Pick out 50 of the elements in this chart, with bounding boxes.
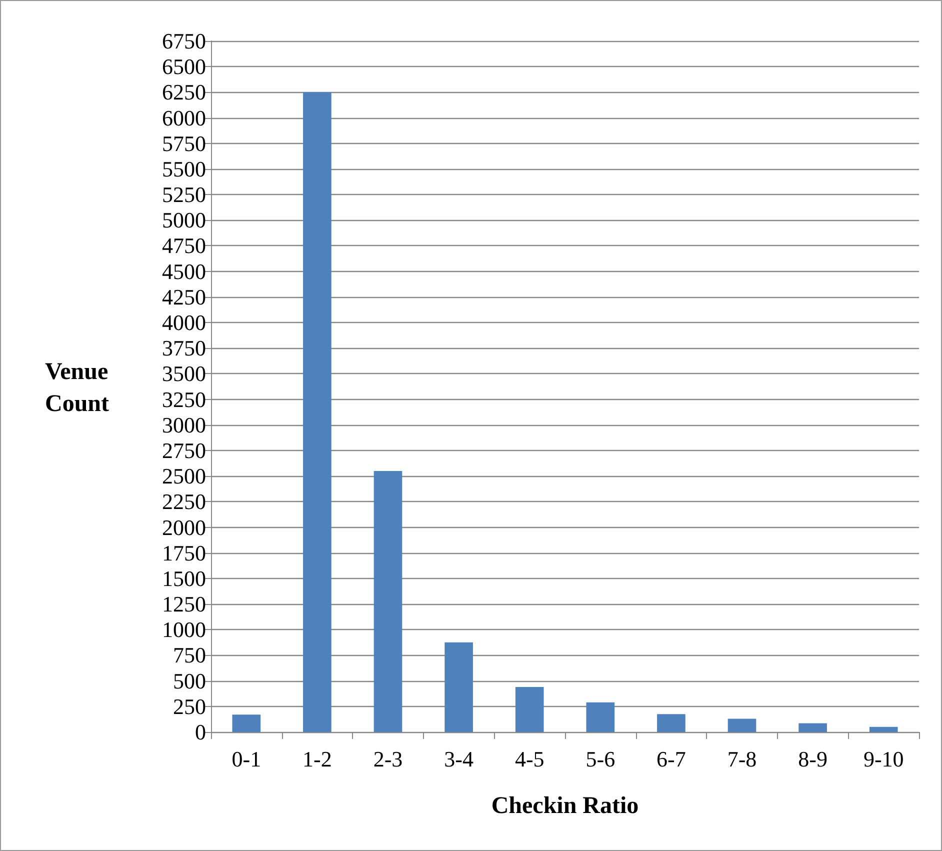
y-tick-label: 4000	[162, 310, 206, 336]
bar	[444, 642, 473, 732]
x-axis-title: Checkin Ratio	[491, 793, 639, 819]
y-tick-label: 2000	[162, 514, 206, 540]
x-tick-label: 6-7	[656, 746, 686, 772]
x-tick-label: 1-2	[302, 746, 332, 772]
bar	[303, 92, 332, 732]
y-tick-label: 5250	[162, 182, 206, 208]
y-tick-label: 6750	[162, 28, 206, 54]
y-tick-label: 1250	[162, 592, 206, 617]
x-tick-label: 3-4	[444, 746, 474, 772]
y-tick-label: 4250	[162, 284, 206, 310]
y-tick-label: 6000	[162, 105, 206, 130]
y-tick-label: 5500	[162, 156, 206, 182]
bar	[728, 718, 756, 732]
y-tick-label: 3500	[162, 361, 206, 386]
y-tick-label: 6250	[162, 80, 206, 105]
x-tick-label: 2-3	[373, 746, 403, 772]
y-tick-label: 4500	[162, 258, 206, 284]
y-tick-label: 0	[195, 720, 206, 744]
y-tick-label: 1000	[162, 617, 206, 642]
bar	[798, 723, 827, 732]
bar	[657, 714, 686, 732]
x-tick-label: 8-9	[798, 746, 828, 772]
y-tick-label: 5750	[162, 130, 206, 156]
y-tick-label: 750	[173, 642, 206, 668]
y-tick-label: 1500	[162, 566, 206, 591]
y-tick-label: 2500	[162, 464, 206, 489]
y-tick-label: 3000	[162, 412, 206, 438]
y-tick-label: 4750	[162, 233, 206, 258]
x-tick-label: 0-1	[232, 746, 262, 772]
y-tick-label: 3250	[162, 386, 206, 412]
y-tick-label: 2750	[162, 438, 206, 463]
y-tick-label: 3750	[162, 336, 206, 361]
bar	[869, 726, 898, 732]
bar	[374, 470, 402, 732]
y-tick-label: 500	[173, 668, 206, 694]
y-axis-title: Venue Count	[45, 359, 110, 417]
y-tick-label: 1750	[162, 540, 206, 566]
x-tick-label: 5-6	[586, 746, 616, 772]
bar	[586, 702, 615, 732]
y-tick-label: 250	[173, 694, 206, 719]
y-tick-label: 5000	[162, 208, 206, 233]
x-tick-label: 4-5	[514, 746, 544, 772]
x-tick-label: 9-10	[863, 746, 904, 772]
y-tick-label: 6500	[162, 54, 206, 80]
x-tick-label: 7-8	[727, 746, 757, 772]
y-tick-label: 2250	[162, 489, 206, 514]
bar	[515, 686, 544, 732]
bar	[232, 714, 261, 732]
